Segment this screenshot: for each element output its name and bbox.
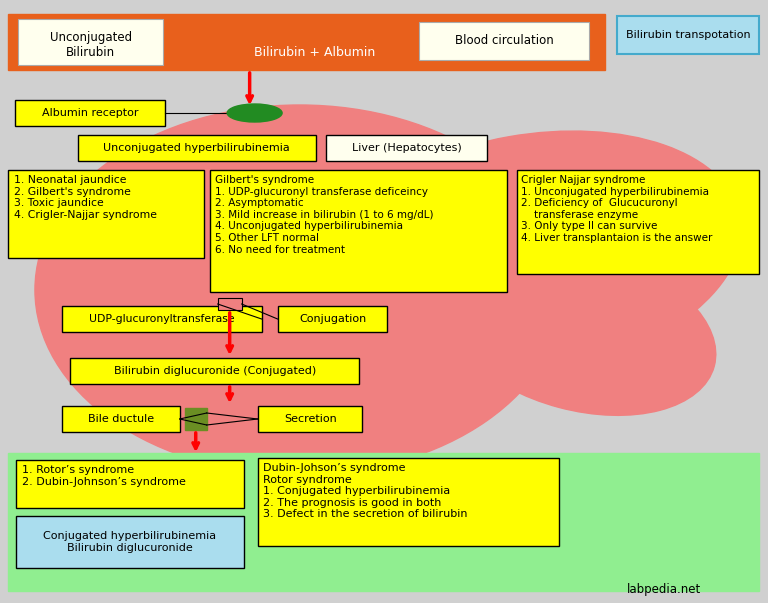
FancyBboxPatch shape	[16, 516, 243, 568]
Text: 1. Rotor’s syndrome
2. Dubin-Johnson’s syndrome: 1. Rotor’s syndrome 2. Dubin-Johnson’s s…	[22, 465, 186, 487]
FancyBboxPatch shape	[62, 406, 180, 432]
Ellipse shape	[316, 131, 742, 379]
Text: 1. Neonatal jaundice
2. Gilbert's syndrome
3. Toxic jaundice
4. Crigler-Najjar s: 1. Neonatal jaundice 2. Gilbert's syndro…	[14, 175, 157, 220]
FancyBboxPatch shape	[16, 460, 243, 508]
Text: Bilirubin transpotation: Bilirubin transpotation	[626, 30, 750, 40]
FancyBboxPatch shape	[617, 16, 759, 54]
FancyBboxPatch shape	[185, 408, 207, 430]
FancyBboxPatch shape	[210, 170, 508, 292]
FancyBboxPatch shape	[8, 170, 204, 258]
Text: labpedia.net: labpedia.net	[627, 584, 701, 596]
FancyBboxPatch shape	[518, 170, 759, 274]
FancyBboxPatch shape	[277, 306, 387, 332]
Text: Unconjugated
Bilirubin: Unconjugated Bilirubin	[50, 31, 132, 59]
FancyBboxPatch shape	[217, 298, 242, 310]
Ellipse shape	[227, 104, 282, 122]
Text: Dubin-Johson’s syndrome
Rotor syndrome
1. Conjugated hyperbilirubinemia
2. The p: Dubin-Johson’s syndrome Rotor syndrome 1…	[263, 463, 467, 519]
Text: Gilbert's syndrome
1. UDP-glucuronyl transferase deficeincy
2. Asymptomatic
3. M: Gilbert's syndrome 1. UDP-glucuronyl tra…	[215, 175, 433, 254]
FancyBboxPatch shape	[15, 100, 165, 126]
FancyBboxPatch shape	[70, 358, 359, 384]
FancyBboxPatch shape	[8, 14, 605, 70]
FancyBboxPatch shape	[18, 19, 163, 65]
FancyBboxPatch shape	[326, 135, 488, 161]
FancyBboxPatch shape	[257, 406, 362, 432]
Ellipse shape	[35, 105, 564, 475]
FancyBboxPatch shape	[8, 453, 759, 591]
Text: Albumin receptor: Albumin receptor	[41, 108, 138, 118]
Text: Bilirubin + Albumin: Bilirubin + Albumin	[254, 45, 376, 58]
Text: Liver (Hepatocytes): Liver (Hepatocytes)	[352, 143, 462, 153]
Text: Secretion: Secretion	[284, 414, 337, 424]
Text: Bilirubin diglucuronide (Conjugated): Bilirubin diglucuronide (Conjugated)	[114, 366, 316, 376]
FancyBboxPatch shape	[78, 135, 316, 161]
Text: Bile ductule: Bile ductule	[88, 414, 154, 424]
Text: Conjugated hyperbilirubinemia
Bilirubin diglucuronide: Conjugated hyperbilirubinemia Bilirubin …	[43, 531, 217, 553]
Text: UDP-glucuronyltransferase: UDP-glucuronyltransferase	[89, 314, 234, 324]
Text: Crigler Najjar syndrome
1. Unconjugated hyperbilirubinemia
2. Deficiency of  Glu: Crigler Najjar syndrome 1. Unconjugated …	[521, 175, 713, 243]
FancyBboxPatch shape	[419, 22, 589, 60]
Text: Conjugation: Conjugation	[299, 314, 366, 324]
Text: Blood circulation: Blood circulation	[455, 34, 554, 48]
FancyBboxPatch shape	[62, 306, 262, 332]
FancyBboxPatch shape	[257, 458, 559, 546]
Text: Unconjugated hyperbilirubinemia: Unconjugated hyperbilirubinemia	[104, 143, 290, 153]
Ellipse shape	[442, 245, 716, 415]
